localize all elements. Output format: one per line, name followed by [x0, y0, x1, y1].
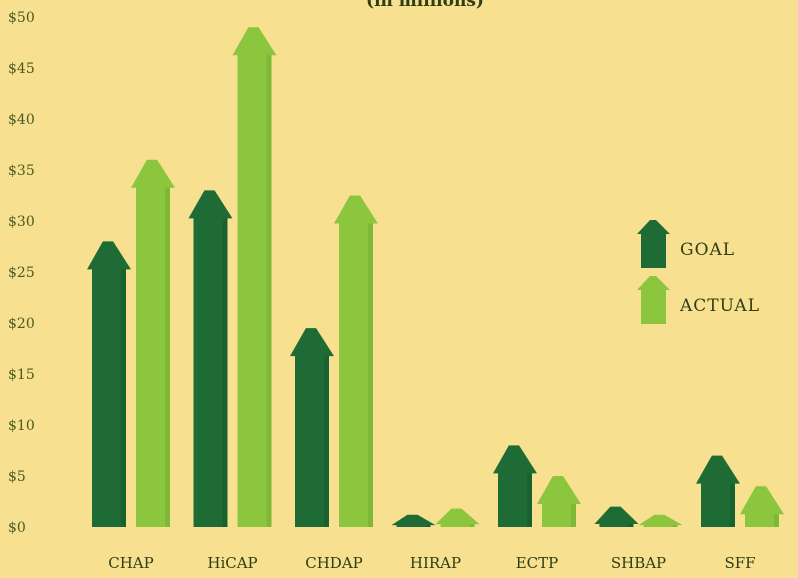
- bar-shade: [628, 523, 634, 527]
- bar-shade: [672, 525, 678, 527]
- bar-actual-hicap: [232, 27, 277, 527]
- x-tick-label: HiCAP: [207, 554, 257, 572]
- x-tick-label: SFF: [724, 554, 755, 572]
- y-tick-label: $10: [8, 418, 35, 434]
- bar-goal-chdap: [290, 328, 334, 527]
- y-tick-label: $45: [8, 61, 35, 77]
- x-tick-label: ECTP: [516, 554, 559, 572]
- bar-goal-ectp: [493, 445, 537, 527]
- bar-goal-chap: [87, 241, 131, 527]
- x-tick-label: CHDAP: [305, 554, 363, 572]
- x-tick-label: SHBAP: [611, 554, 666, 572]
- bar-shade: [324, 356, 329, 527]
- y-tick-label: $20: [8, 316, 35, 332]
- y-tick-label: $35: [8, 163, 35, 179]
- legend-label-actual: ACTUAL: [679, 296, 760, 316]
- x-tick-label: CHAP: [108, 554, 153, 572]
- bars-group: [87, 27, 784, 528]
- x-tick-label: HIRAP: [410, 554, 461, 572]
- y-tick-label: $15: [8, 367, 35, 383]
- bar-goal-hirap: [391, 514, 436, 527]
- legend: GOAL ACTUAL: [637, 220, 760, 324]
- bar-shade: [121, 269, 126, 527]
- bar-actual-shbap: [638, 514, 683, 527]
- chart-subtitle: (in millions): [366, 0, 484, 11]
- bar-shade: [222, 218, 228, 527]
- y-tick-label: $30: [8, 214, 35, 230]
- bar-shade: [368, 223, 373, 527]
- bar-goal-hicap: [188, 190, 233, 527]
- bar-actual-ectp: [537, 476, 581, 527]
- bar-shade: [527, 473, 532, 527]
- bar-goal-shbap: [594, 506, 639, 527]
- y-tick-label: $50: [8, 10, 35, 26]
- bar-shade: [469, 524, 475, 527]
- bar-goal-sff: [696, 455, 740, 527]
- legend-swatch-goal: [637, 220, 670, 268]
- bar-actual-chap: [131, 159, 175, 528]
- bar-shade: [165, 187, 170, 528]
- bar-actual-hirap: [435, 508, 480, 527]
- y-tick-label: $5: [8, 469, 26, 485]
- y-tick-label: $40: [8, 112, 35, 128]
- x-axis: CHAP HiCAP CHDAP HIRAP ECTP SHBAP SFF: [108, 554, 755, 572]
- y-axis: $0 $5 $10 $15 $20 $25 $30 $35 $40 $45 $50: [8, 10, 35, 536]
- y-tick-label: $0: [8, 520, 26, 536]
- bar-shade: [425, 525, 431, 527]
- y-tick-label: $25: [8, 265, 35, 281]
- bar-shade: [266, 55, 272, 527]
- bar-actual-sff: [740, 486, 784, 527]
- bar-actual-chdap: [334, 195, 378, 527]
- legend-label-goal: GOAL: [680, 240, 735, 260]
- bar-shade: [571, 504, 576, 527]
- bar-shade: [730, 483, 735, 527]
- legend-swatch-actual: [637, 276, 670, 324]
- bar-shade: [774, 514, 779, 527]
